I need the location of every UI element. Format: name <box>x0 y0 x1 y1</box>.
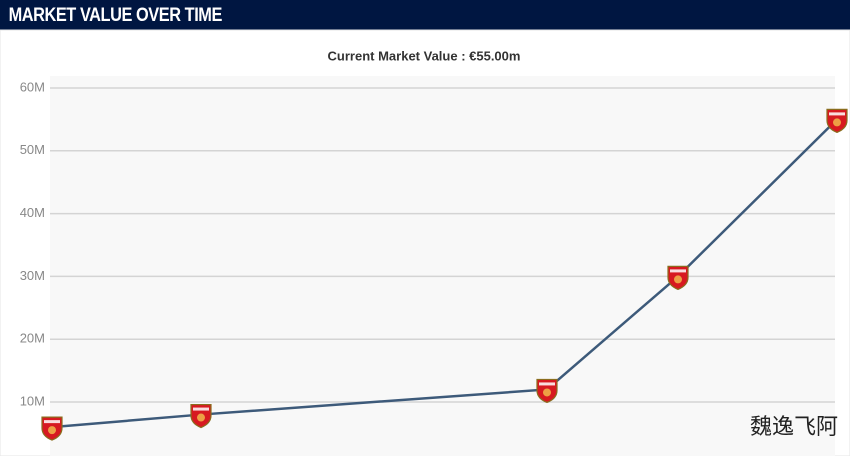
marker <box>536 378 558 404</box>
y-tick-label: 40M <box>20 205 45 220</box>
marker-emblem <box>833 118 841 127</box>
marker-band <box>44 420 60 424</box>
marker <box>667 265 689 291</box>
header-bar <box>0 0 850 30</box>
marker-band <box>670 269 686 273</box>
marker-band <box>539 382 555 386</box>
marker-band <box>193 407 209 411</box>
marker <box>41 416 63 441</box>
chart-subtitle: Current Market Value : €55.00m <box>328 48 521 63</box>
y-tick-label: 30M <box>20 268 45 283</box>
y-tick-label: 60M <box>20 79 45 94</box>
marker-emblem <box>197 413 205 422</box>
y-tick-label: 10M <box>20 393 45 408</box>
y-tick-label: 20M <box>20 331 45 346</box>
marker <box>826 108 848 134</box>
marker <box>190 403 212 429</box>
marker-band <box>829 112 845 116</box>
header-title: MARKET VALUE OVER TIME <box>9 4 223 25</box>
plot-area <box>50 76 835 456</box>
marker-emblem <box>674 275 682 284</box>
marker-emblem <box>48 426 56 435</box>
watermark: 魏逸飞阿 <box>750 415 838 440</box>
y-tick-label: 50M <box>20 142 45 157</box>
marker-emblem <box>543 388 551 397</box>
